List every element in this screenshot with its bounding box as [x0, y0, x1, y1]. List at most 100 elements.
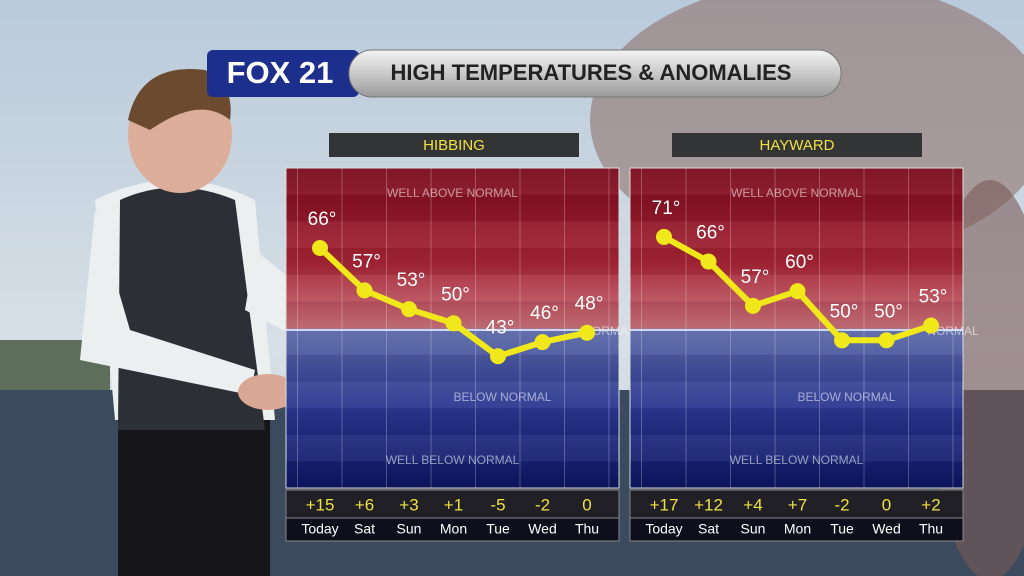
- x-tick-label: Sat: [698, 521, 719, 537]
- city-title: HIBBING: [423, 137, 485, 154]
- value-label: 66°: [308, 209, 337, 230]
- band: [630, 381, 963, 409]
- point: [445, 315, 462, 332]
- region-label: WELL ABOVE NORMAL: [387, 186, 518, 200]
- anomaly-label: +3: [399, 495, 418, 514]
- region-label: WELL BELOW NORMAL: [386, 453, 520, 467]
- band: [286, 435, 619, 462]
- point: [534, 334, 551, 351]
- value-label: 50°: [441, 284, 470, 305]
- band: [286, 328, 619, 355]
- x-tick-label: Thu: [919, 521, 943, 537]
- plot-area: [629, 167, 964, 489]
- anomaly-label: +4: [743, 495, 762, 514]
- value-label: 57°: [741, 267, 770, 288]
- band: [630, 301, 963, 329]
- x-tick-label: Wed: [528, 521, 557, 537]
- anomaly-row: [629, 489, 964, 519]
- point: [745, 297, 761, 314]
- point: [401, 301, 417, 318]
- point: [356, 282, 373, 299]
- value-label: 50°: [874, 301, 903, 322]
- value-label: 60°: [785, 252, 814, 273]
- title: HIGH TEMPERATURES & ANOMALIES: [391, 60, 792, 85]
- region-label: WELL BELOW NORMAL: [730, 453, 864, 467]
- band: [630, 354, 963, 382]
- anomaly-label: +2: [921, 495, 940, 514]
- anomaly-label: +7: [788, 495, 807, 514]
- point: [490, 348, 506, 365]
- band: [286, 194, 619, 222]
- city-title-box: [329, 133, 579, 157]
- band: [630, 194, 963, 222]
- band: [630, 461, 963, 489]
- point: [656, 228, 672, 245]
- band: [286, 274, 619, 302]
- anomaly-label: 0: [882, 495, 891, 514]
- x-tick-label: Mon: [440, 521, 467, 537]
- region-label: NORMAL: [583, 324, 635, 338]
- day-row: [629, 517, 964, 542]
- region-label: BELOW NORMAL: [797, 390, 895, 404]
- band: [630, 168, 963, 195]
- value-label: 53°: [397, 270, 426, 291]
- point: [923, 317, 939, 334]
- city-title-box: [672, 133, 922, 157]
- anomaly-label: +6: [355, 495, 374, 514]
- value-label: 53°: [919, 287, 948, 308]
- anomaly-label: +17: [650, 495, 679, 514]
- point: [579, 324, 595, 341]
- anomaly-label: +12: [694, 495, 723, 514]
- value-label: 57°: [352, 251, 381, 272]
- anomaly-label: -5: [490, 495, 505, 514]
- x-tick-label: Sun: [397, 521, 422, 537]
- band: [630, 435, 963, 462]
- value-label: 43°: [486, 317, 515, 338]
- point: [878, 332, 895, 349]
- band: [286, 381, 619, 409]
- point: [700, 253, 717, 270]
- x-tick-label: Sat: [354, 521, 375, 537]
- anomaly-label: -2: [834, 495, 849, 514]
- band: [286, 354, 619, 382]
- x-tick-label: Tue: [486, 521, 510, 537]
- logo: FOX 21: [227, 55, 334, 90]
- value-label: 48°: [575, 294, 604, 315]
- x-tick-label: Mon: [784, 521, 811, 537]
- anomaly-label: +1: [444, 495, 463, 514]
- point: [312, 240, 328, 256]
- x-tick-label: Wed: [872, 521, 901, 537]
- band: [286, 168, 619, 195]
- region-label: BELOW NORMAL: [453, 390, 551, 404]
- value-label: 50°: [830, 301, 859, 322]
- anomaly-row: [285, 489, 620, 519]
- presenter: [80, 69, 384, 576]
- day-row: [285, 517, 620, 542]
- value-label: 71°: [652, 198, 681, 219]
- x-tick-label: Today: [301, 521, 338, 537]
- band: [286, 221, 619, 249]
- x-tick-label: Today: [645, 521, 682, 537]
- anomaly-label: -2: [535, 495, 550, 514]
- anomaly-label: 0: [582, 495, 591, 514]
- title-box: [348, 49, 842, 98]
- value-label: 66°: [696, 223, 725, 244]
- band: [286, 408, 619, 435]
- anomaly-label: +15: [306, 495, 335, 514]
- region-label: NORMAL: [927, 324, 979, 338]
- city-title: HAYWARD: [760, 137, 835, 154]
- point: [834, 332, 850, 349]
- x-tick-label: Sun: [741, 521, 766, 537]
- band: [630, 248, 963, 275]
- band: [630, 408, 963, 435]
- value-label: 46°: [530, 303, 559, 324]
- band: [286, 461, 619, 489]
- x-tick-label: Thu: [575, 521, 599, 537]
- x-tick-label: Tue: [830, 521, 854, 537]
- logo-box: [207, 50, 359, 97]
- point: [789, 283, 806, 300]
- region-label: WELL ABOVE NORMAL: [731, 186, 862, 200]
- band: [630, 221, 963, 249]
